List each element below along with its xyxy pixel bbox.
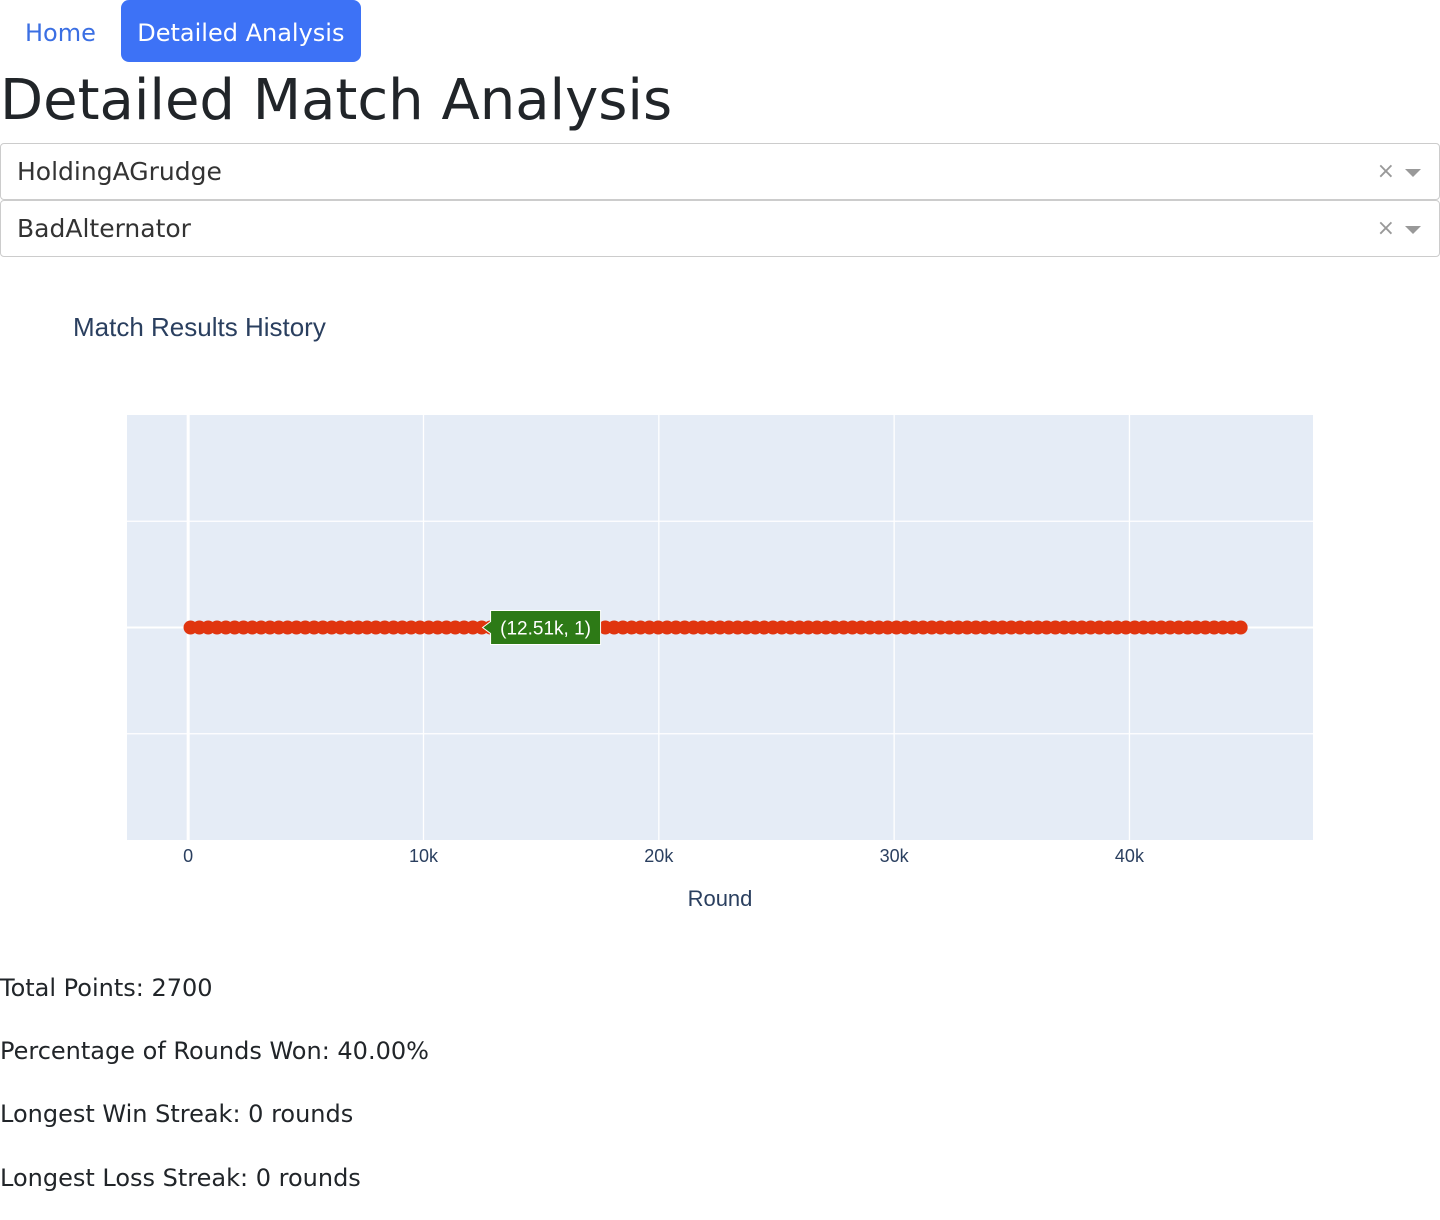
nav-home-link[interactable]: Home <box>25 19 96 47</box>
x-tick-label: 40k <box>1115 846 1145 866</box>
chart-title: Match Results History <box>73 312 326 342</box>
hover-label-box <box>481 610 602 645</box>
player-one-select[interactable]: HoldingAGrudge × <box>0 143 1440 200</box>
data-points <box>183 620 1248 635</box>
x-tick-labels: 0 10k 20k 30k 40k <box>183 846 1145 866</box>
player-two-select-value: BadAlternator <box>17 214 191 243</box>
player-two-select[interactable]: BadAlternator × <box>0 200 1440 257</box>
data-point[interactable] <box>1233 620 1248 635</box>
total-points-stat: Total Points: 2700 <box>0 974 213 1002</box>
hover-label: (12.51k, 1) <box>481 610 602 645</box>
clear-icon[interactable]: × <box>1376 216 1395 241</box>
nav-detailed-analysis-link[interactable]: Detailed Analysis <box>120 0 361 62</box>
x-tick-label: 20k <box>644 846 674 866</box>
loss-streak-stat: Longest Loss Streak: 0 rounds <box>0 1164 361 1192</box>
player-one-select-value: HoldingAGrudge <box>17 157 222 186</box>
top-nav: Home Detailed Analysis <box>0 0 361 64</box>
hover-label-text: (12.51k, 1) <box>500 619 591 640</box>
x-tick-label: 30k <box>880 846 910 866</box>
x-axis-label: Round <box>688 886 753 911</box>
chevron-down-icon[interactable] <box>1405 169 1421 177</box>
x-tick-label: 10k <box>409 846 439 866</box>
clear-icon[interactable]: × <box>1376 159 1395 184</box>
x-tick-label: 0 <box>183 846 193 866</box>
page-title: Detailed Match Analysis <box>0 68 673 133</box>
match-results-chart: Match Results History 0 10k 20k 30k 40k (12.… <box>73 312 1313 911</box>
percent-won-stat: Percentage of Rounds Won: 40.00% <box>0 1037 429 1065</box>
chevron-down-icon[interactable] <box>1405 226 1421 234</box>
win-streak-stat: Longest Win Streak: 0 rounds <box>0 1100 354 1128</box>
